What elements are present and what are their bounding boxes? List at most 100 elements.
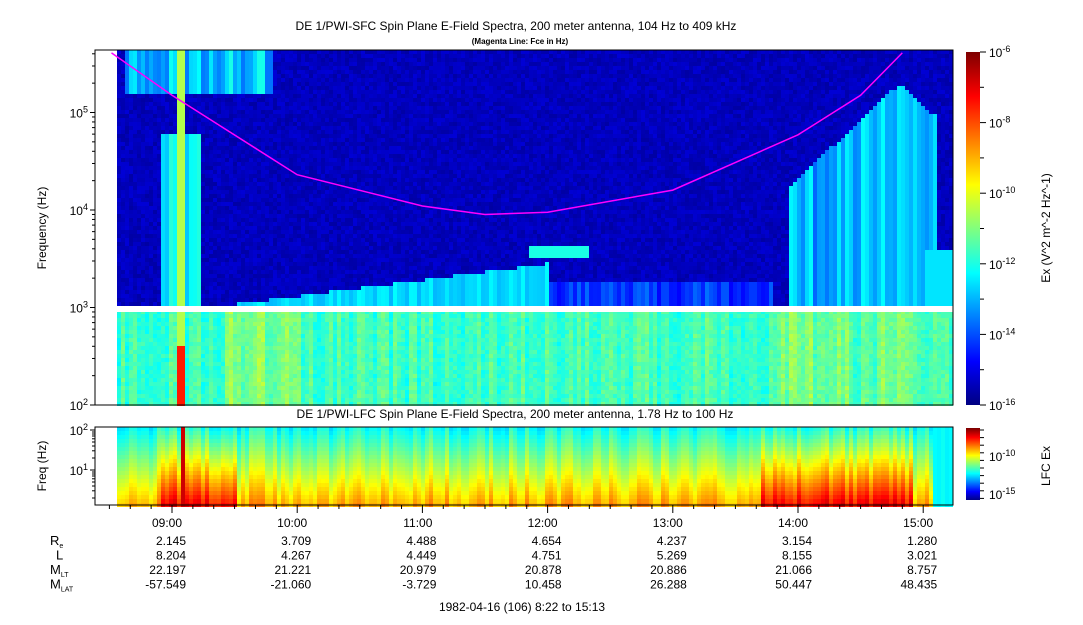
spectrogram-cell (289, 386, 293, 390)
spectrogram-cell (233, 154, 237, 158)
spectrogram-cell (177, 374, 181, 378)
spectrogram-cell (189, 218, 193, 222)
spectrogram-cell (225, 206, 229, 210)
spectrogram-cell (137, 302, 141, 306)
spectrogram-cell (325, 190, 329, 194)
spectrogram-cell (313, 78, 317, 82)
spectrogram-cell (229, 134, 233, 138)
spectrogram-cell (289, 102, 293, 106)
spectrogram-cell (177, 110, 181, 114)
spectrogram-cell (245, 318, 249, 322)
spectrogram-cell (173, 378, 177, 382)
spectrogram-cell (137, 66, 141, 70)
spectrogram-cell (313, 338, 317, 342)
spectrogram-cell (325, 302, 329, 306)
spectrogram-cell (281, 354, 285, 358)
spectrogram-cell (245, 282, 249, 286)
spectrogram-cell (181, 202, 185, 206)
spectrogram-cell (121, 94, 125, 98)
spectrogram-cell (249, 126, 253, 130)
spectrogram-cell (121, 362, 125, 366)
spectrogram-cell (253, 106, 257, 110)
spectrogram-cell (125, 354, 129, 358)
spectrogram-cell (149, 254, 153, 258)
spectrogram-cell (241, 70, 245, 74)
spectrogram-cell (313, 150, 317, 154)
spectrogram-cell (189, 118, 193, 122)
spectrogram-cell (165, 166, 169, 170)
spectrogram-cell (329, 54, 333, 58)
spectrogram-cell (325, 330, 329, 334)
spectrogram-cell (217, 366, 221, 370)
spectrogram-cell (281, 90, 285, 94)
spectrogram-cell (197, 366, 201, 370)
spectrogram-cell (249, 74, 253, 78)
spectrogram-cell (329, 158, 333, 162)
spectrogram-cell (309, 154, 313, 158)
spectrogram-cell (201, 370, 205, 374)
spectrogram-cell (293, 254, 297, 258)
spectrogram-cell (333, 50, 337, 54)
spectrogram-cell (125, 202, 129, 206)
spectrogram-cell (245, 134, 249, 138)
spectrogram-cell (329, 202, 333, 206)
spectrogram-cell (201, 354, 205, 358)
spectrogram-cell (253, 290, 257, 294)
spectrogram-cell (137, 178, 141, 182)
spectrogram-cell (201, 206, 205, 210)
spectrogram-cell (293, 162, 297, 166)
spectrogram-cell (213, 138, 217, 142)
spectrogram-cell (305, 318, 309, 322)
spectrogram-cell (117, 238, 121, 242)
spectrogram-cell (213, 398, 217, 402)
spectrogram-cell (337, 322, 341, 326)
spectrogram-cell (249, 154, 253, 158)
spectrogram-cell (309, 302, 313, 306)
spectrogram-cell (261, 286, 265, 290)
spectrogram-cell (289, 362, 293, 366)
spectrogram-cell (141, 226, 145, 230)
spectrogram-cell (237, 278, 241, 282)
spectrogram-cell (133, 78, 137, 82)
spectrogram-cell (309, 402, 313, 406)
spectrogram-cell (193, 194, 197, 198)
spectrogram-cell (129, 254, 133, 258)
spectrogram-cell (129, 342, 133, 346)
spectrogram-cell (229, 326, 233, 330)
spectrogram-cell (217, 346, 221, 350)
spectrogram-cell (121, 358, 125, 362)
spectrogram-cell (137, 214, 141, 218)
spectrogram-cell (309, 358, 313, 362)
spectrogram-cell (229, 282, 233, 286)
spectrogram-cell (209, 186, 213, 190)
spectrogram-cell (289, 326, 293, 330)
spectrogram-cell (165, 218, 169, 222)
spectrogram-cell (233, 378, 237, 382)
spectrogram-cell (253, 150, 257, 154)
spectrogram-cell (133, 330, 137, 334)
spectrogram-cell (129, 186, 133, 190)
spectrogram-cell (181, 226, 185, 230)
spectrogram-cell (333, 226, 337, 230)
spectrogram-cell (169, 394, 173, 398)
spectrogram-cell (185, 398, 189, 402)
spectrogram-cell (249, 114, 253, 118)
spectrogram-cell (157, 342, 161, 346)
spectrogram-cell (225, 314, 229, 318)
spectrogram-cell (337, 162, 341, 166)
spectrogram-cell (205, 278, 209, 282)
spectrogram-cell (157, 118, 161, 122)
spectrogram-cell (265, 350, 269, 354)
spectrogram-cell (253, 330, 257, 334)
spectrogram-cell (157, 278, 161, 282)
spectrogram-cell (297, 374, 301, 378)
spectrogram-cell (329, 150, 333, 154)
spectrogram-cell (249, 162, 253, 166)
spectrogram-cell (333, 246, 337, 250)
spectrogram-cell (141, 94, 145, 98)
spectrogram-cell (121, 302, 125, 306)
spectrogram-cell (189, 338, 193, 342)
spectrogram-cell (177, 262, 181, 266)
spectrogram-cell (129, 286, 133, 290)
spectrogram-cell (317, 326, 321, 330)
